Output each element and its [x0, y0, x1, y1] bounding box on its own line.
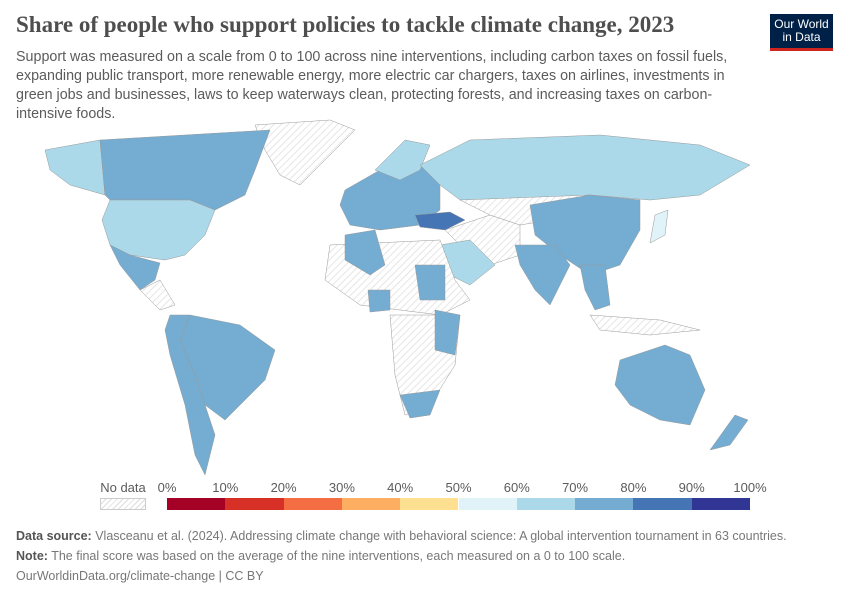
region-canada[interactable]	[99, 129, 271, 211]
region-greenland[interactable]	[254, 119, 356, 186]
legend: No data 0% 10% 20% 30% 40% 50% 60% 70% 80% 90% 100…	[0, 476, 850, 516]
legend-tick-label: 100%	[733, 480, 767, 495]
legend-swatch[interactable]	[575, 498, 634, 510]
region-kenya-tanzania[interactable]	[434, 309, 461, 356]
region-central-america[interactable]	[139, 279, 176, 311]
region-alaska[interactable]	[44, 139, 106, 196]
legend-no-data-label: No data	[100, 480, 146, 495]
legend-swatch[interactable]	[516, 498, 576, 510]
legend-swatch[interactable]	[400, 498, 459, 510]
legend-tick-label: 20%	[270, 480, 297, 495]
region-south-africa[interactable]	[399, 389, 441, 419]
region-southeast-asia[interactable]	[579, 264, 611, 311]
data-source: Data source: Vlasceanu et al. (2024). Ad…	[16, 529, 787, 543]
note: Note: The final score was based on the a…	[16, 549, 626, 563]
legend-swatch[interactable]	[633, 498, 692, 510]
legend-tick-label: 60%	[503, 480, 530, 495]
region-japan[interactable]	[649, 209, 669, 244]
region-australia[interactable]	[614, 344, 706, 426]
legend-swatch[interactable]	[167, 498, 226, 510]
region-indonesia[interactable]	[589, 314, 701, 336]
region-scandinavia[interactable]	[374, 139, 431, 181]
legend-swatch[interactable]	[283, 498, 342, 510]
region-nigeria[interactable]	[367, 289, 391, 313]
legend-tick-label: 40%	[387, 480, 414, 495]
legend-swatch[interactable]	[341, 498, 401, 510]
region-south-america-west[interactable]	[164, 314, 216, 475]
legend-tick-label: 90%	[678, 480, 705, 495]
region-india[interactable]	[514, 244, 571, 306]
region-sudan[interactable]	[414, 264, 446, 301]
legend-tick-label: 70%	[562, 480, 589, 495]
legend-tick-label: 80%	[620, 480, 647, 495]
region-russia[interactable]	[419, 134, 751, 201]
legend-tick-label: 0%	[157, 480, 177, 495]
region-china[interactable]	[529, 194, 641, 276]
legend-tick-label: 50%	[445, 480, 472, 495]
region-new-zealand[interactable]	[709, 414, 749, 451]
subtitle: Support was measured on a scale from 0 t…	[16, 49, 728, 122]
legend-tick-label: 10%	[212, 480, 239, 495]
region-usa[interactable]	[101, 199, 216, 261]
legend-tick-label: 30%	[328, 480, 355, 495]
legend-no-data-swatch	[100, 498, 146, 510]
page-title: Share of people who support policies to …	[16, 12, 675, 37]
region-mexico[interactable]	[109, 244, 161, 291]
region-turkey[interactable]	[414, 211, 466, 231]
legend-swatch[interactable]	[691, 498, 750, 510]
region-algeria[interactable]	[344, 229, 386, 276]
owid-logo[interactable]: Our World in Data	[770, 14, 833, 51]
world-map[interactable]	[0, 115, 850, 475]
legend-swatch[interactable]	[225, 498, 284, 510]
source-link[interactable]: OurWorldinData.org/climate-change | CC B…	[16, 569, 264, 583]
legend-swatch[interactable]	[458, 498, 517, 510]
